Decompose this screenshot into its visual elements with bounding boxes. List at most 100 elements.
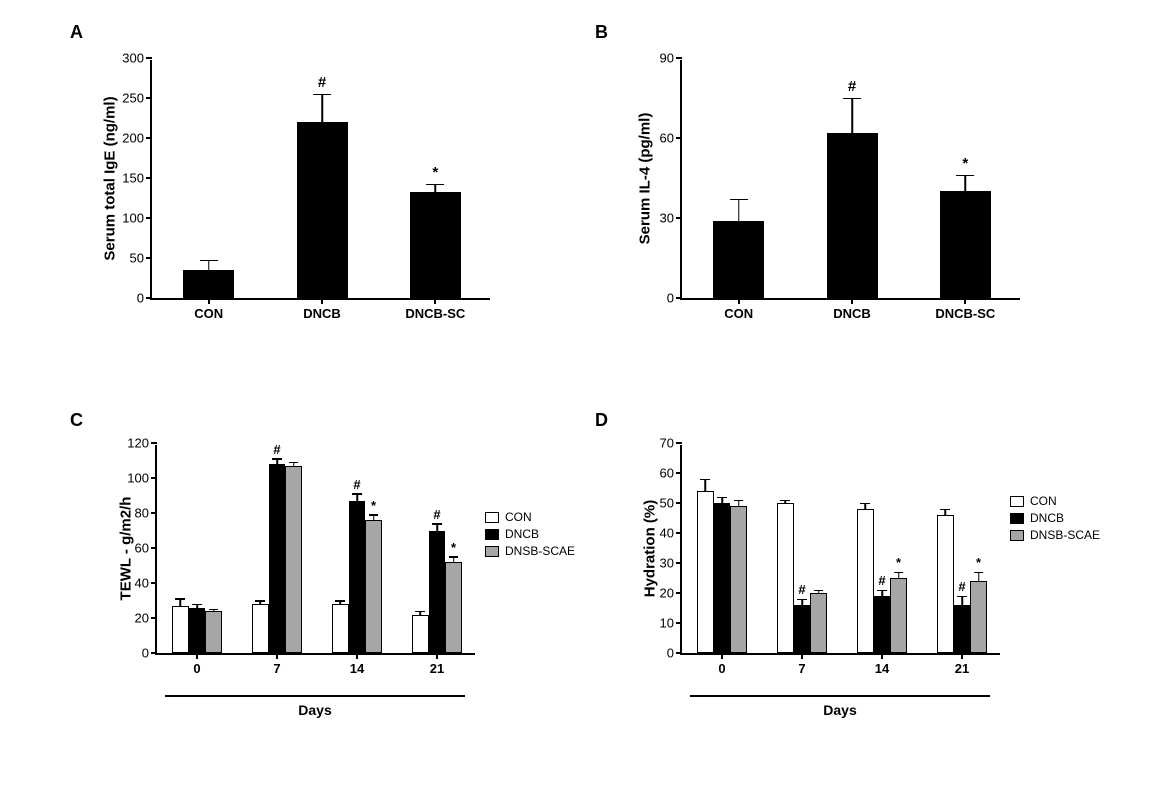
y-tick-label: 0 bbox=[667, 291, 682, 306]
legend-label: DNCB bbox=[1030, 511, 1064, 525]
panel-c-label: C bbox=[70, 410, 83, 431]
panel-c-xlabel: Days bbox=[298, 702, 331, 718]
panel-d-plot: 01020304050607007#14#*21#* bbox=[680, 445, 1000, 655]
legend-swatch bbox=[485, 546, 499, 557]
bar bbox=[429, 531, 446, 654]
error-bar bbox=[180, 599, 182, 606]
error-bar bbox=[961, 596, 963, 605]
error-cap bbox=[426, 184, 444, 186]
annotation: * bbox=[962, 155, 968, 172]
panel-c-plot: 02040608010012007#14#*21#* bbox=[155, 445, 475, 655]
bar bbox=[810, 593, 827, 653]
bar bbox=[349, 501, 366, 653]
y-tick-label: 20 bbox=[660, 586, 682, 601]
error-cap bbox=[289, 462, 299, 464]
bar bbox=[954, 605, 971, 653]
y-tick-label: 0 bbox=[137, 291, 152, 306]
bar bbox=[970, 581, 987, 653]
error-cap bbox=[814, 590, 824, 592]
y-tick-label: 80 bbox=[135, 506, 157, 521]
error-cap bbox=[336, 600, 346, 602]
annotation: # bbox=[353, 477, 360, 492]
panel-b-label: B bbox=[595, 22, 608, 43]
error-cap bbox=[200, 260, 218, 262]
error-cap bbox=[272, 458, 282, 460]
legend-item: DNSB-SCAE bbox=[1010, 528, 1100, 542]
y-tick-label: 0 bbox=[667, 646, 682, 661]
y-tick-label: 120 bbox=[127, 436, 157, 451]
legend-label: CON bbox=[505, 510, 532, 524]
bar bbox=[890, 578, 907, 653]
annotation: # bbox=[848, 78, 856, 95]
annotation: * bbox=[976, 555, 981, 570]
annotation: * bbox=[371, 498, 376, 513]
bar bbox=[183, 270, 234, 298]
y-tick-label: 70 bbox=[660, 436, 682, 451]
y-tick-label: 10 bbox=[660, 616, 682, 631]
annotation: * bbox=[432, 164, 438, 181]
bar bbox=[777, 503, 794, 653]
panel-b-plot: 0306090CONDNCB#DNCB-SC* bbox=[680, 60, 1020, 300]
error-cap bbox=[432, 523, 442, 525]
error-cap bbox=[957, 596, 967, 598]
y-tick-label: 60 bbox=[135, 541, 157, 556]
error-cap bbox=[192, 604, 202, 606]
x-tick-label: 21 bbox=[430, 653, 444, 676]
error-cap bbox=[416, 611, 426, 613]
bar bbox=[874, 596, 891, 653]
panel-d-label: D bbox=[595, 410, 608, 431]
error-cap bbox=[781, 500, 791, 502]
legend-swatch bbox=[1010, 513, 1024, 524]
error-cap bbox=[256, 600, 266, 602]
bar bbox=[269, 464, 286, 653]
error-cap bbox=[209, 609, 219, 611]
x-tick-label: 21 bbox=[955, 653, 969, 676]
y-tick-label: 30 bbox=[660, 211, 682, 226]
y-tick-label: 90 bbox=[660, 51, 682, 66]
legend-label: DNSB-SCAE bbox=[505, 544, 575, 558]
y-tick-label: 100 bbox=[122, 211, 152, 226]
error-cap bbox=[797, 599, 807, 601]
bar bbox=[827, 133, 878, 298]
panel-a-label: A bbox=[70, 22, 83, 43]
error-bar bbox=[705, 479, 707, 491]
error-bar bbox=[436, 524, 438, 531]
bar bbox=[937, 515, 954, 653]
y-tick-label: 40 bbox=[135, 576, 157, 591]
error-cap bbox=[734, 500, 744, 502]
error-bar bbox=[738, 199, 740, 220]
legend-item: DNCB bbox=[485, 527, 575, 541]
x-tick-label: 7 bbox=[798, 653, 805, 676]
bar bbox=[412, 615, 429, 654]
error-cap bbox=[449, 556, 459, 558]
x-tick-label: DNCB bbox=[833, 298, 871, 321]
y-tick-label: 250 bbox=[122, 91, 152, 106]
panel-d-xlabel: Days bbox=[823, 702, 856, 718]
error-cap bbox=[894, 572, 904, 574]
bar bbox=[857, 509, 874, 653]
error-cap bbox=[877, 590, 887, 592]
error-cap bbox=[730, 199, 748, 201]
y-tick-label: 200 bbox=[122, 131, 152, 146]
annotation: # bbox=[878, 573, 885, 588]
error-cap bbox=[861, 503, 871, 505]
legend-item: DNCB bbox=[1010, 511, 1100, 525]
error-cap bbox=[313, 94, 331, 96]
bar bbox=[714, 503, 731, 653]
error-cap bbox=[843, 98, 861, 100]
annotation: # bbox=[433, 507, 440, 522]
error-cap bbox=[941, 509, 951, 511]
error-bar bbox=[978, 572, 980, 581]
x-tick-label: CON bbox=[194, 298, 223, 321]
error-cap bbox=[352, 493, 362, 495]
x-tick-label: CON bbox=[724, 298, 753, 321]
annotation: # bbox=[273, 442, 280, 457]
panel-d-ylabel: Hydration (%) bbox=[642, 459, 659, 639]
legend-item: CON bbox=[485, 510, 575, 524]
annotation: * bbox=[451, 540, 456, 555]
legend-item: DNSB-SCAE bbox=[485, 544, 575, 558]
error-bar bbox=[356, 494, 358, 501]
bar bbox=[794, 605, 811, 653]
error-cap bbox=[956, 175, 974, 177]
legend-label: DNSB-SCAE bbox=[1030, 528, 1100, 542]
